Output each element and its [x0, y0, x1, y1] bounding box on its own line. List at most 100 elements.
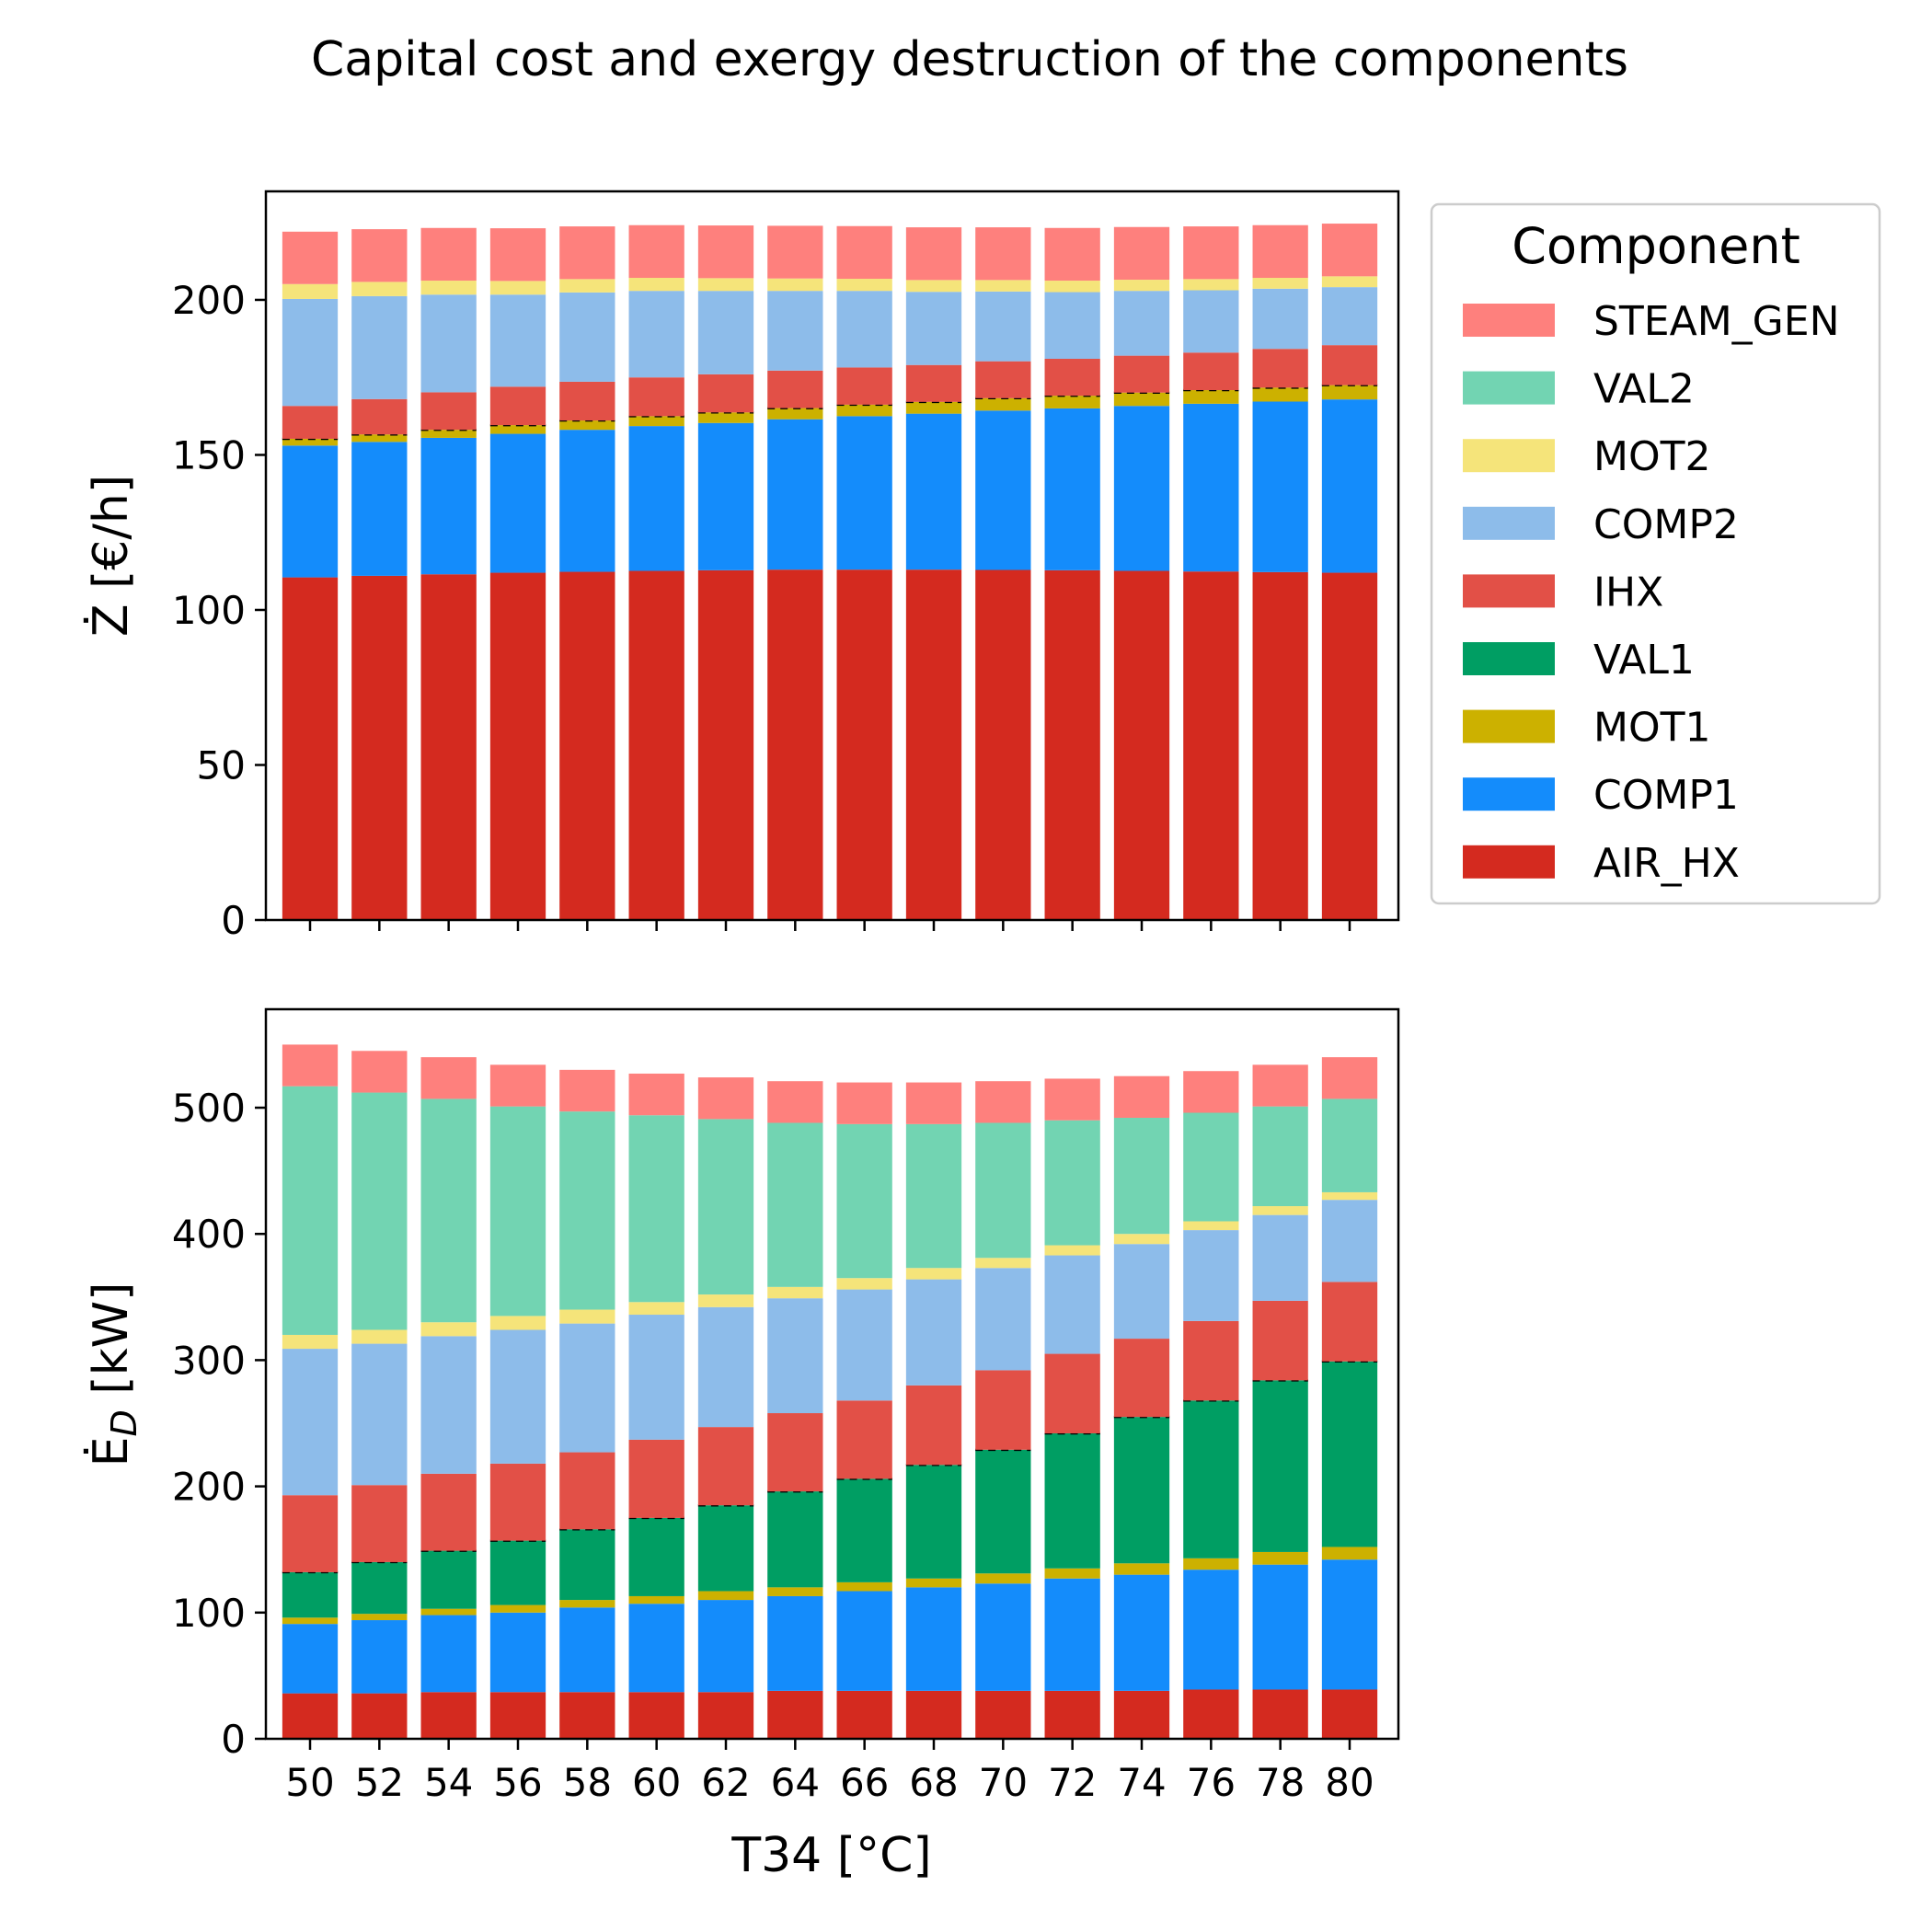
exergy-destruction-bar-air_hx-70 — [975, 1690, 1031, 1739]
capital-cost-bar-steam_gen-60 — [628, 224, 684, 279]
exergy-destruction-bar-val2-54 — [420, 1098, 477, 1323]
exergy-destruction-bar-val1-52 — [351, 1561, 408, 1615]
exergy-destruction-bar-comp1-58 — [559, 1607, 615, 1693]
exergy-destruction-bar-comp1-72 — [1044, 1578, 1100, 1691]
capital-cost-y-ticks: 0 50 100 150 200 — [172, 278, 266, 943]
capital-cost-bar-comp1-68 — [905, 413, 962, 570]
capital-cost-bar-comp2-72 — [1044, 292, 1100, 359]
x-tick-label: 50 — [285, 1760, 334, 1805]
exergy-destruction-bar-air_hx-52 — [351, 1693, 408, 1739]
capital-cost-bar-mot2-74 — [1113, 280, 1170, 292]
exergy-destruction-x-ticks: 50 52 54 56 58 60 62 64 66 68 70 72 74 76 78 80 — [285, 1739, 1374, 1805]
exergy-destruction-bar-mot2-74 — [1113, 1234, 1170, 1245]
exergy-destruction-bar-val1-56 — [489, 1540, 546, 1605]
exergy-destruction-bar-comp1-62 — [697, 1600, 754, 1693]
capital-cost-bar-air_hx-76 — [1183, 571, 1239, 920]
capital-cost-bar-mot2-52 — [351, 282, 408, 296]
capital-cost-bar-mot1-70 — [975, 397, 1031, 411]
exergy-destruction-bar-mot1-54 — [420, 1608, 477, 1616]
exergy-destruction-bar-comp1-52 — [351, 1620, 408, 1694]
exergy-destruction-bar-mot2-60 — [628, 1302, 684, 1316]
capital-cost-bar-steam_gen-54 — [420, 227, 477, 282]
exergy-destruction-bar-val2-66 — [836, 1123, 892, 1279]
capital-cost-bar-steam_gen-68 — [905, 227, 962, 281]
capital-cost-bar-mot2-70 — [975, 280, 1031, 292]
exergy-destruction-bar-mot1-68 — [905, 1578, 962, 1588]
capital-cost-bar-comp1-60 — [628, 426, 684, 571]
exergy-destruction-bar-steam_gen-76 — [1183, 1071, 1239, 1113]
legend-swatch-comp2 — [1463, 506, 1555, 540]
exergy-destruction-bar-steam_gen-72 — [1044, 1078, 1100, 1121]
capital-cost-bar-comp1-72 — [1044, 408, 1100, 570]
exergy-destruction-bar-mot1-62 — [697, 1591, 754, 1601]
exergy-destruction-bar-ihx-80 — [1321, 1282, 1378, 1362]
exergy-destruction-bar-mot2-56 — [489, 1316, 546, 1330]
exergy-destruction-bar-ihx-58 — [559, 1452, 615, 1530]
exergy-destruction-bar-val2-74 — [1113, 1117, 1170, 1235]
exergy-destruction-bar-mot1-80 — [1321, 1547, 1378, 1560]
exergy-destruction-bar-comp1-76 — [1183, 1570, 1239, 1690]
exergy-destruction-bar-ihx-52 — [351, 1485, 408, 1562]
exergy-destruction-bar-val2-50 — [282, 1086, 339, 1335]
exergy-destruction-bar-comp1-78 — [1252, 1564, 1308, 1690]
exergy-destruction-bar-steam_gen-66 — [836, 1082, 892, 1124]
exergy-destruction-bar-val1-70 — [975, 1449, 1031, 1574]
capital-cost-bar-mot1-56 — [489, 425, 546, 434]
exergy-destruction-bar-val2-78 — [1252, 1106, 1308, 1207]
exergy-destruction-bar-comp2-60 — [628, 1315, 684, 1440]
exergy-destruction-bar-comp2-52 — [351, 1343, 408, 1486]
capital-cost-bar-ihx-66 — [836, 367, 892, 405]
exergy-destruction-bar-air_hx-54 — [420, 1692, 477, 1739]
capital-cost-bar-mot1-62 — [697, 412, 754, 423]
exergy-destruction-bar-mot1-60 — [628, 1595, 684, 1604]
capital-cost-y-tick-label: 200 — [172, 278, 246, 323]
capital-cost-bar-air_hx-72 — [1044, 569, 1100, 920]
x-tick-label: 62 — [701, 1760, 750, 1805]
exergy-destruction-bar-steam_gen-64 — [767, 1081, 823, 1123]
x-tick-label: 64 — [771, 1760, 820, 1805]
capital-cost-bar-mot2-72 — [1044, 281, 1100, 293]
capital-cost-bar-comp1-76 — [1183, 403, 1239, 572]
exergy-destruction-bar-val2-80 — [1321, 1098, 1378, 1192]
exergy-destruction-bar-comp1-50 — [282, 1624, 339, 1694]
capital-cost-bar-comp1-54 — [420, 437, 477, 575]
exergy-destruction-bar-mot2-70 — [975, 1258, 1031, 1269]
exergy-destruction-bar-comp2-72 — [1044, 1255, 1100, 1354]
capital-cost-bar-ihx-58 — [559, 381, 615, 421]
capital-cost-bar-ihx-74 — [1113, 355, 1170, 393]
legend-label-mot2: MOT2 — [1593, 433, 1710, 480]
capital-cost-bar-comp2-50 — [282, 298, 339, 407]
legend-swatch-steam_gen — [1463, 304, 1555, 337]
capital-cost-bar-comp2-76 — [1183, 290, 1239, 353]
exergy-destruction-bar-comp2-78 — [1252, 1214, 1308, 1301]
capital-cost-bar-air_hx-68 — [905, 569, 962, 920]
capital-cost-bar-comp1-52 — [351, 442, 408, 576]
legend: Component STEAM_GEN VAL2 MOT2 COMP2 IHX VAL1 M… — [1430, 202, 1881, 905]
exergy-destruction-bar-steam_gen-52 — [351, 1051, 408, 1093]
capital-cost-bar-air_hx-70 — [975, 569, 1031, 920]
x-tick-label: 60 — [632, 1760, 681, 1805]
legend-label-comp1: COMP1 — [1593, 772, 1739, 819]
exergy-destruction-bar-mot1-66 — [836, 1581, 892, 1592]
capital-cost-bar-air_hx-54 — [420, 574, 477, 920]
exergy-destruction-bar-mot2-72 — [1044, 1245, 1100, 1256]
legend-label-ihx: IHX — [1593, 569, 1663, 615]
exergy-destruction-bar-val1-64 — [767, 1491, 823, 1588]
exergy-destruction-bar-mot1-64 — [767, 1587, 823, 1596]
capital-cost-bar-mot2-64 — [767, 278, 823, 292]
exergy-destruction-bar-ihx-74 — [1113, 1339, 1170, 1418]
exergy-destruction-y-axis-label: ĖD [kW] — [83, 1282, 144, 1467]
exergy-destruction-bar-val2-68 — [905, 1123, 962, 1269]
exergy-destruction-bar-steam_gen-50 — [282, 1044, 339, 1087]
capital-cost-bar-comp2-80 — [1321, 287, 1378, 346]
capital-cost-bar-air_hx-80 — [1321, 572, 1378, 920]
capital-cost-bar-comp2-54 — [420, 294, 477, 393]
exergy-destruction-bar-comp1-66 — [836, 1591, 892, 1691]
capital-cost-bar-comp1-50 — [282, 445, 339, 578]
capital-cost-panel: 0 50 100 150 200 Ż [€/h] — [83, 190, 1400, 943]
exergy-destruction-bar-air_hx-72 — [1044, 1690, 1100, 1739]
exergy-destruction-bar-mot1-74 — [1113, 1563, 1170, 1575]
capital-cost-bar-air_hx-66 — [836, 569, 892, 920]
exergy-destruction-y-tick-label: 100 — [172, 1591, 246, 1636]
exergy-destruction-bar-mot1-52 — [351, 1614, 408, 1621]
